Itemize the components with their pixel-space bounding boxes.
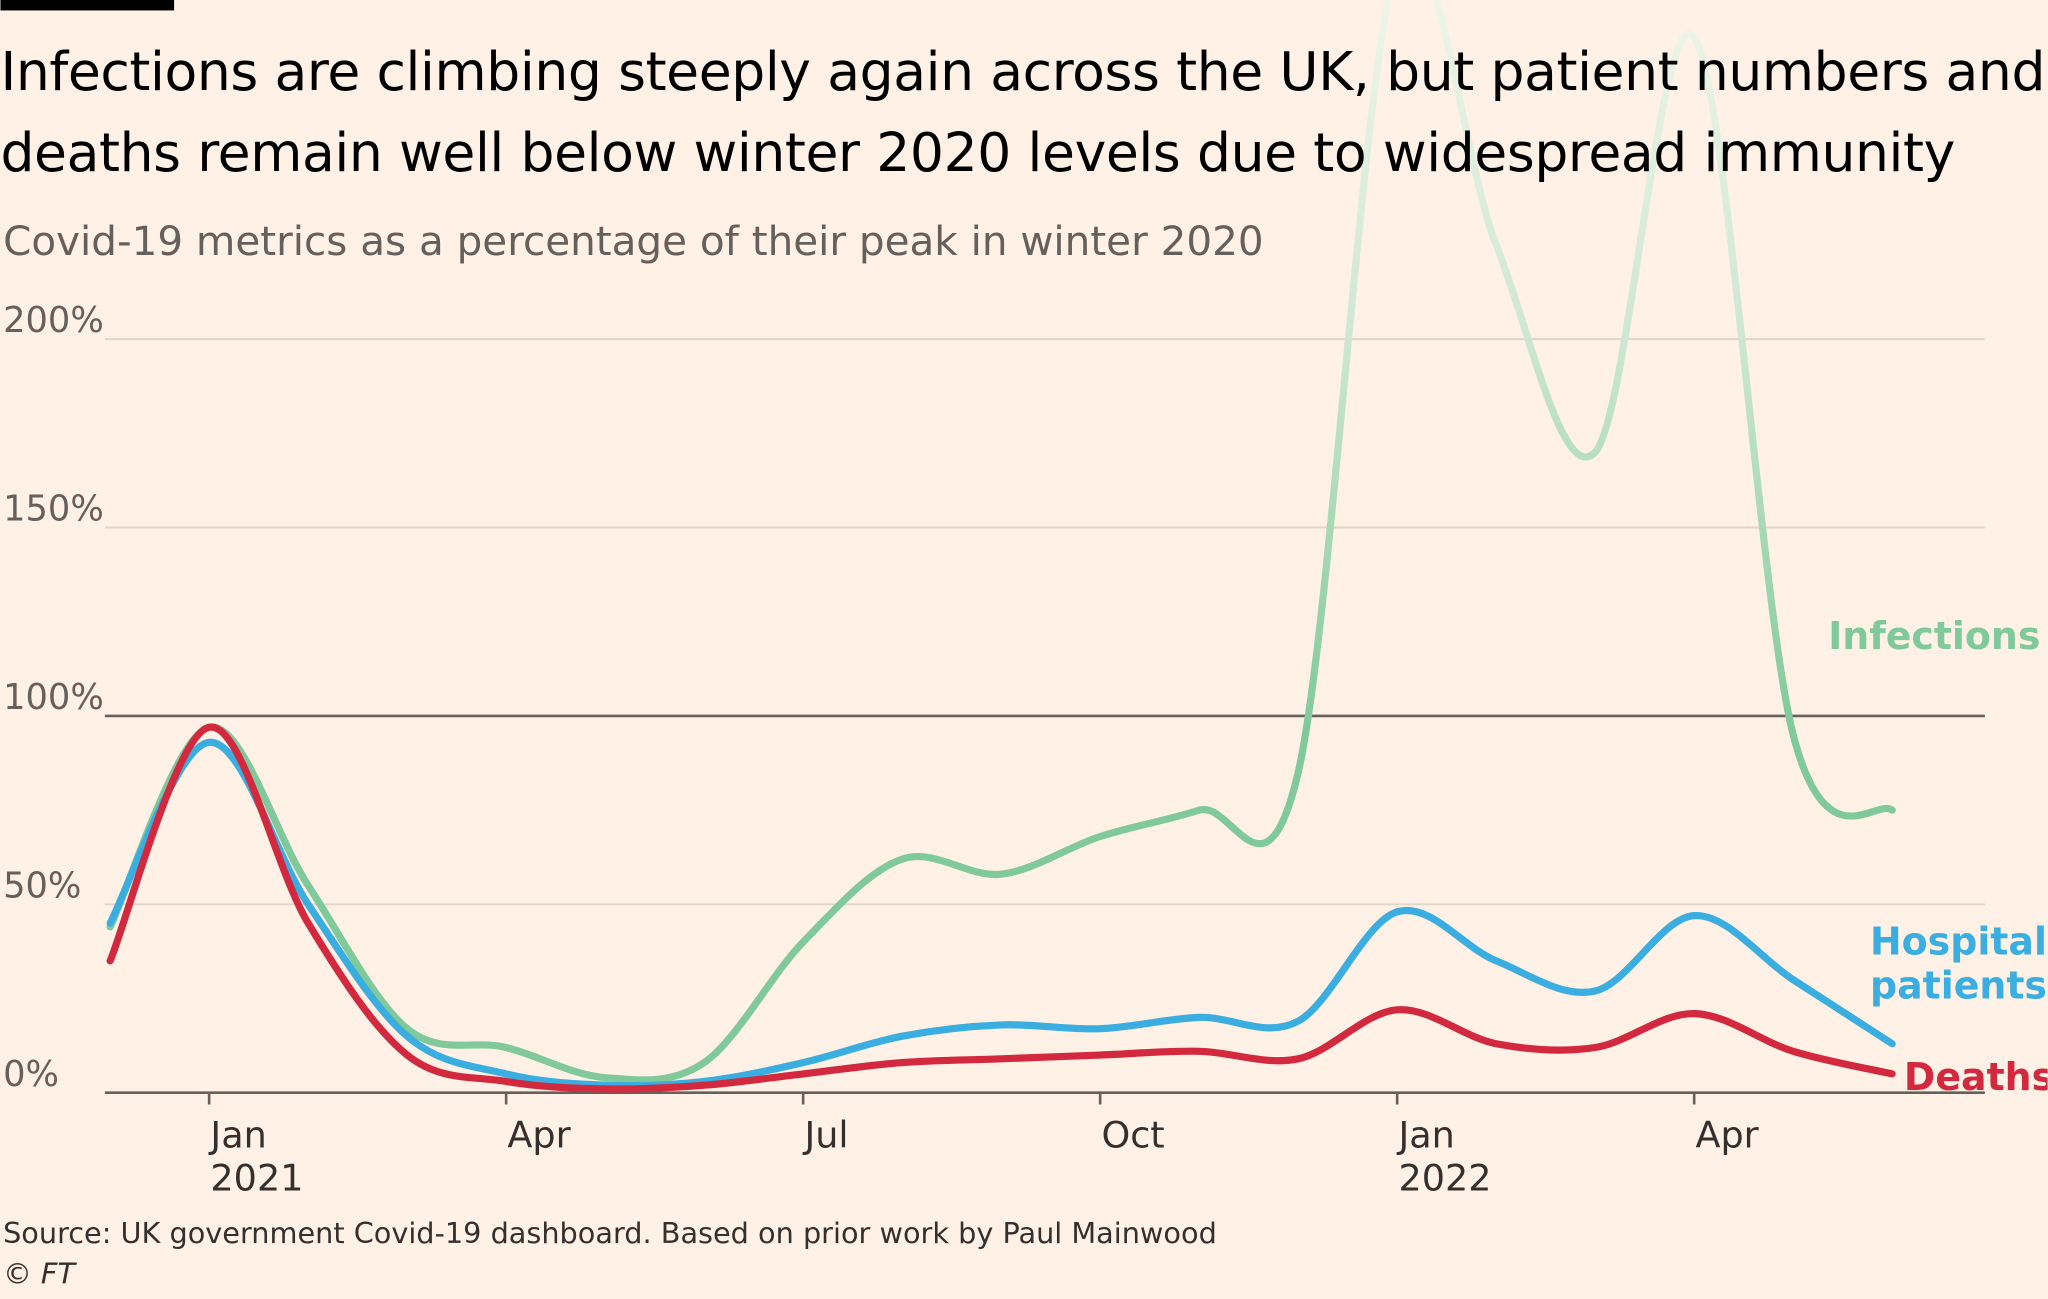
x-tick-label: Jan <box>1396 1114 1454 1157</box>
series-label-box: Infections <box>1828 613 2041 658</box>
series-label: Hospital patients <box>1869 919 2047 1008</box>
x-tick-year: 2022 <box>1398 1157 1491 1200</box>
series-line <box>106 738 1896 1090</box>
y-tick-label: 200% <box>3 300 104 341</box>
y-tick-label: 50% <box>3 865 81 906</box>
series-label-box: Hospital patients <box>1869 919 2047 1008</box>
brand-bar <box>0 0 175 11</box>
series-label: Deaths <box>1903 1054 2048 1100</box>
chart-title: Infections are climbing steeply again ac… <box>0 40 2046 185</box>
y-tick-label: 150% <box>3 489 104 530</box>
y-tick-label: 100% <box>3 677 104 718</box>
x-tick-label: Apr <box>1695 1114 1759 1157</box>
x-tick-label: Apr <box>507 1114 571 1157</box>
y-tick-label: 0% <box>3 1054 59 1095</box>
series-label: Infections <box>1828 613 2041 658</box>
credit: © FT <box>3 1257 77 1291</box>
x-tick-label: Jul <box>802 1114 848 1157</box>
x-tick-year: 2021 <box>210 1157 303 1200</box>
chart-subtitle: Covid-19 metrics as a percentage of thei… <box>3 217 1264 265</box>
series-label-box: Deaths <box>1903 1054 2048 1100</box>
x-tick-label: Oct <box>1101 1114 1164 1157</box>
source: Source: UK government Covid-19 dashboard… <box>3 1216 1217 1250</box>
series-line <box>106 723 1896 1093</box>
series-line <box>106 0 1896 1084</box>
x-tick-label: Jan <box>208 1114 266 1157</box>
title-box: Infections are climbing steeply again ac… <box>0 40 2046 185</box>
